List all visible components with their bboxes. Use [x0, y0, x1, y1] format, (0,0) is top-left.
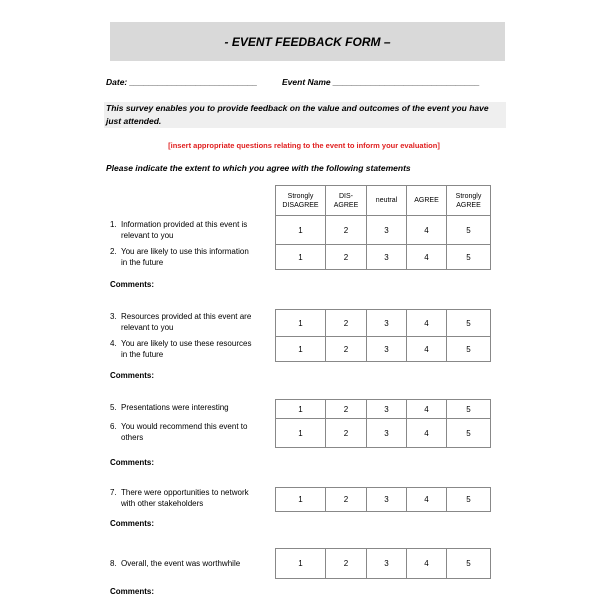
rating-option[interactable]: 5 [446, 399, 491, 419]
rating-option[interactable]: 3 [366, 418, 407, 448]
question-text: Resources provided at this event are [121, 312, 252, 321]
question-number: 6. [110, 422, 117, 431]
rating-option[interactable]: 5 [446, 336, 491, 362]
scale-header: Strongly AGREE [446, 185, 491, 216]
scale-header: AGREE [406, 185, 447, 216]
rating-option[interactable]: 2 [325, 309, 367, 337]
question-number: 1. [110, 220, 117, 229]
question-text: You would recommend this event to [121, 422, 248, 431]
rating-option[interactable]: 2 [325, 487, 367, 512]
question-number: 3. [110, 312, 117, 321]
comments-label: Comments: [110, 519, 155, 528]
rating-option[interactable]: 2 [325, 244, 367, 270]
question-text: Information provided at this event is [121, 220, 248, 229]
comments-label: Comments: [110, 587, 155, 596]
question: 4. You are likely to use these resources i… [110, 338, 270, 360]
rating-option[interactable]: 2 [325, 418, 367, 448]
question-text-cont: relevant to you [121, 323, 174, 332]
rating-option[interactable]: 4 [406, 215, 447, 245]
rating-option[interactable]: 5 [446, 418, 491, 448]
rating-option[interactable]: 5 [446, 487, 491, 512]
comments-label: Comments: [110, 458, 155, 467]
rating-option[interactable]: 5 [446, 548, 491, 579]
question: 8. Overall, the event was worthwhile [110, 558, 270, 569]
rating-option[interactable]: 1 [275, 548, 326, 579]
comments-label: Comments: [110, 280, 155, 289]
question: 6. You would recommend this event to other… [110, 421, 270, 443]
rating-option[interactable]: 5 [446, 244, 491, 270]
question-number: 7. [110, 488, 117, 497]
rating-option[interactable]: 5 [446, 309, 491, 337]
question-text: There were opportunities to network [121, 488, 249, 497]
question: 1. Information provided at this event is r… [110, 219, 270, 241]
rating-option[interactable]: 3 [366, 487, 407, 512]
question: 2. You are likely to use this information… [110, 246, 270, 268]
rating-table: Strongly DISAGREE DIS- AGREE neutral AGREE S… [275, 185, 491, 270]
form-title: - EVENT FEEDBACK FORM – [110, 22, 505, 61]
question-text: You are likely to use these resources [121, 339, 252, 348]
rating-option[interactable]: 2 [325, 548, 367, 579]
question-number: 4. [110, 339, 117, 348]
question-number: 2. [110, 247, 117, 256]
question-text: You are likely to use this information [121, 247, 249, 256]
rating-option[interactable]: 1 [275, 418, 326, 448]
rating-option[interactable]: 4 [406, 336, 447, 362]
rating-option[interactable]: 1 [275, 244, 326, 270]
question: 7. There were opportunities to network wit… [110, 487, 270, 509]
comments-label: Comments: [110, 371, 155, 380]
rating-option[interactable]: 3 [366, 548, 407, 579]
question-text-cont: in the future [121, 350, 164, 359]
question-text-cont: others [121, 433, 144, 442]
rating-prompt: Please indicate the extent to which you … [106, 163, 411, 173]
rating-option[interactable]: 5 [446, 215, 491, 245]
question-text-cont: with other stakeholders [121, 499, 204, 508]
question-text: Presentations were interesting [121, 403, 229, 412]
survey-intro: This survey enables you to provide feedb… [104, 102, 506, 128]
scale-header: neutral [366, 185, 407, 216]
question: 5. Presentations were interesting [110, 402, 270, 413]
question: 3. Resources provided at this event are re… [110, 311, 270, 333]
rating-option[interactable]: 4 [406, 244, 447, 270]
rating-option[interactable]: 1 [275, 215, 326, 245]
scale-header: Strongly DISAGREE [275, 185, 326, 216]
rating-option[interactable]: 3 [366, 244, 407, 270]
rating-option[interactable]: 4 [406, 309, 447, 337]
question-text: Overall, the event was worthwhile [121, 559, 241, 568]
instruction-note: [insert appropriate questions relating t… [168, 141, 440, 150]
rating-option[interactable]: 3 [366, 336, 407, 362]
rating-option[interactable]: 2 [325, 399, 367, 419]
rating-option[interactable]: 1 [275, 309, 326, 337]
date-field[interactable]: Date: ___________________________ [106, 77, 258, 87]
rating-option[interactable]: 4 [406, 399, 447, 419]
rating-option[interactable]: 1 [275, 399, 326, 419]
rating-option[interactable]: 1 [275, 487, 326, 512]
rating-option[interactable]: 4 [406, 548, 447, 579]
scale-header: DIS- AGREE [325, 185, 367, 216]
rating-option[interactable]: 2 [325, 215, 367, 245]
question-text-cont: relevant to you [121, 231, 174, 240]
rating-option[interactable]: 3 [366, 399, 407, 419]
rating-option[interactable]: 3 [366, 309, 407, 337]
event-name-field[interactable]: Event Name _____________________________… [282, 77, 480, 87]
question-number: 8. [110, 559, 117, 568]
question-text-cont: in the future [121, 258, 164, 267]
rating-option[interactable]: 4 [406, 487, 447, 512]
rating-option[interactable]: 2 [325, 336, 367, 362]
rating-option[interactable]: 1 [275, 336, 326, 362]
rating-option[interactable]: 4 [406, 418, 447, 448]
rating-option[interactable]: 3 [366, 215, 407, 245]
question-number: 5. [110, 403, 117, 412]
